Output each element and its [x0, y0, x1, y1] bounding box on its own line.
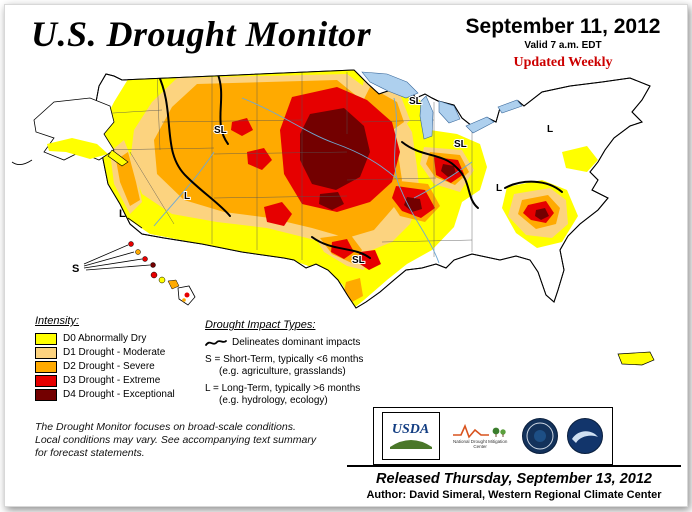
page-title: U.S. Drought Monitor	[31, 14, 372, 54]
legend-item-d2: D2 Drought - Severe	[35, 360, 175, 373]
short-term-text: S = Short-Term, typically <6 months	[205, 354, 364, 365]
legend-heading: Intensity:	[35, 315, 80, 327]
state-lines	[96, 71, 473, 260]
legend-label: D1 Drought - Moderate	[63, 347, 166, 358]
legend-item-d4: D4 Drought - Exceptional	[35, 388, 175, 401]
puerto-rico-inset	[617, 351, 655, 366]
l-inset-label: L	[119, 208, 126, 220]
delineates-text: Delineates dominant impacts	[232, 337, 361, 348]
legend-item-d1: D1 Drought - Moderate	[35, 346, 175, 359]
disclaimer-line: for forecast statements.	[35, 446, 145, 459]
rivers	[153, 97, 473, 264]
usda-logo-text: USDA	[391, 422, 430, 437]
ndmc-graphic-icon	[453, 423, 506, 439]
d1-swatch	[35, 346, 57, 359]
legend-item-d0: D0 Abnormally Dry	[35, 332, 175, 345]
d4-swatch	[35, 388, 57, 401]
impact-types-block: Drought Impact Types: Delineates dominan…	[205, 319, 373, 412]
impact-type-labels: SL SL SL SL L L L	[183, 95, 554, 267]
great-lakes	[361, 71, 523, 140]
usda-swoosh-icon	[389, 440, 432, 449]
valid-time: Valid 7 a.m. EDT	[524, 40, 602, 51]
drought-monitor-page: U.S. Drought Monitor September 11, 2012 …	[4, 4, 688, 507]
disclaimer-line: Local conditions may vary. See accompany…	[35, 433, 317, 446]
legend-label: D0 Abnormally Dry	[63, 333, 147, 344]
legend-label: D2 Drought - Severe	[63, 361, 155, 372]
agency-logos: USDA National Drought Mitigation Center	[373, 407, 613, 465]
drought-map: SL SL SL SL L L L S L	[11, 69, 655, 366]
commerce-seal-icon	[521, 418, 558, 454]
noaa-logo-icon	[567, 418, 604, 454]
sl-label: SL	[454, 139, 467, 150]
usda-logo: USDA	[381, 412, 440, 460]
release-footer: Released Thursday, September 13, 2012 Au…	[347, 465, 681, 501]
intensity-legend: Intensity: D0 Abnormally Dry D1 Drought …	[35, 315, 175, 402]
sl-label: SL	[214, 125, 227, 136]
sl-label: SL	[409, 96, 422, 107]
long-term-example: (e.g. hydrology, ecology)	[219, 395, 328, 406]
d0-swatch	[35, 332, 57, 345]
d3-swatch	[35, 374, 57, 387]
map-date: September 11, 2012	[465, 15, 661, 38]
d2-swatch	[35, 360, 57, 373]
disclaimer-line: The Drought Monitor focuses on broad-sca…	[35, 421, 296, 433]
d4-regions	[300, 108, 549, 220]
impact-boundary-icon	[205, 339, 227, 346]
ndmc-logo: National Drought Mitigation Center	[447, 412, 513, 460]
author-credit: Author: David Simeral, Western Regional …	[366, 489, 662, 501]
l-label: L	[496, 183, 502, 194]
long-term-text: L = Long-Term, typically >6 months	[205, 383, 361, 394]
delineates-row: Delineates dominant impacts	[205, 337, 373, 348]
impact-boundary-lines	[156, 71, 563, 259]
legend-label: D3 Drought - Extreme	[63, 375, 161, 386]
ndmc-logo-text: National Drought Mitigation Center	[453, 439, 508, 449]
l-label: L	[184, 191, 190, 202]
short-term-example: (e.g. agriculture, grasslands)	[219, 366, 346, 377]
released-date: Released Thursday, September 13, 2012	[376, 471, 652, 487]
date-block: September 11, 2012 Valid 7 a.m. EDT Upda…	[445, 15, 681, 71]
s-inset-label: S	[72, 263, 79, 275]
disclaimer-text: The Drought Monitor focuses on broad-sca…	[35, 421, 345, 459]
hawaii-inset: S L	[72, 208, 196, 306]
alaska-inset	[11, 97, 129, 167]
legend-label: D4 Drought - Exceptional	[63, 389, 175, 400]
l-label: L	[547, 124, 553, 135]
drought-shading	[96, 70, 598, 308]
legend-item-d3: D3 Drought - Extreme	[35, 374, 175, 387]
impacts-heading: Drought Impact Types:	[205, 319, 316, 331]
updated-weekly-note: Updated Weekly	[513, 55, 613, 70]
sl-label: SL	[352, 255, 365, 266]
